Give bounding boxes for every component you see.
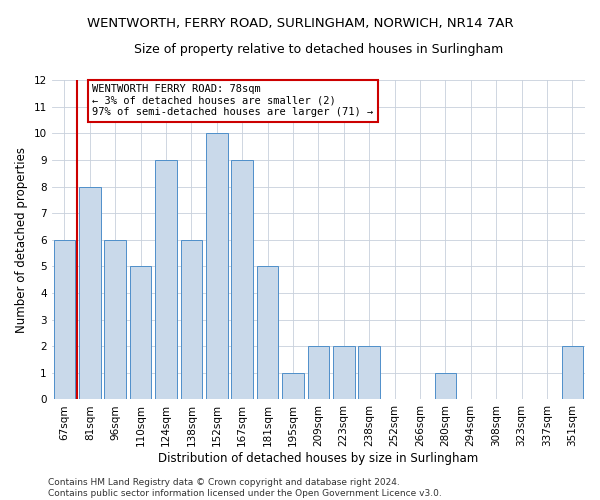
- Text: WENTWORTH, FERRY ROAD, SURLINGHAM, NORWICH, NR14 7AR: WENTWORTH, FERRY ROAD, SURLINGHAM, NORWI…: [86, 18, 514, 30]
- Bar: [130, 266, 151, 400]
- Bar: [79, 186, 101, 400]
- Bar: [562, 346, 583, 400]
- X-axis label: Distribution of detached houses by size in Surlingham: Distribution of detached houses by size …: [158, 452, 478, 465]
- Bar: [308, 346, 329, 400]
- Bar: [181, 240, 202, 400]
- Y-axis label: Number of detached properties: Number of detached properties: [15, 147, 28, 333]
- Bar: [333, 346, 355, 400]
- Bar: [53, 240, 75, 400]
- Bar: [282, 373, 304, 400]
- Title: Size of property relative to detached houses in Surlingham: Size of property relative to detached ho…: [134, 42, 503, 56]
- Bar: [358, 346, 380, 400]
- Bar: [434, 373, 456, 400]
- Bar: [232, 160, 253, 400]
- Bar: [155, 160, 177, 400]
- Bar: [206, 134, 227, 400]
- Bar: [257, 266, 278, 400]
- Bar: [104, 240, 126, 400]
- Text: Contains HM Land Registry data © Crown copyright and database right 2024.
Contai: Contains HM Land Registry data © Crown c…: [48, 478, 442, 498]
- Text: WENTWORTH FERRY ROAD: 78sqm
← 3% of detached houses are smaller (2)
97% of semi-: WENTWORTH FERRY ROAD: 78sqm ← 3% of deta…: [92, 84, 374, 117]
